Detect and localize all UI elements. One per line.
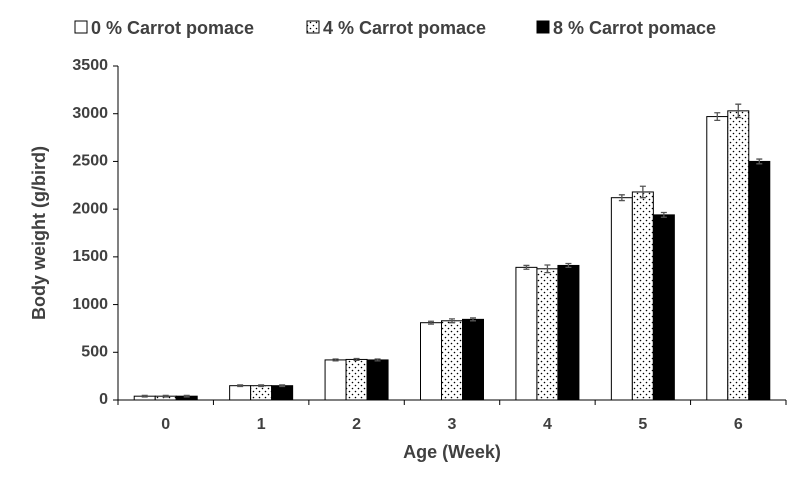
legend-swatch	[536, 20, 550, 34]
error-bar	[618, 194, 625, 202]
error-bar	[141, 394, 148, 398]
bar	[229, 385, 252, 401]
y-tick-label: 1000	[72, 296, 108, 313]
bar	[610, 197, 633, 401]
legend-label: 8 % Carrot pomace	[553, 18, 716, 38]
error-bar	[332, 358, 339, 362]
error-bar	[353, 357, 360, 362]
error-bar	[714, 112, 721, 122]
y-tick-label: 0	[99, 391, 108, 408]
y-tick-label: 3000	[72, 105, 108, 122]
error-bar	[374, 358, 381, 362]
y-axis-label: Body weight (g/bird)	[29, 146, 49, 320]
error-bar	[428, 320, 434, 325]
bar	[441, 320, 463, 401]
error-bar	[183, 394, 190, 398]
error-bar	[756, 158, 763, 165]
error-bar	[470, 317, 476, 322]
x-tick-label: 5	[638, 416, 647, 433]
x-tick-label: 4	[543, 416, 552, 433]
legend-label: 4 % Carrot pomace	[323, 18, 486, 38]
bar	[748, 160, 771, 401]
legend-swatch	[306, 20, 320, 34]
y-tick-label: 1500	[72, 248, 108, 265]
bar	[536, 268, 559, 401]
bar	[420, 322, 442, 401]
x-tick-label: 0	[161, 416, 170, 433]
error-bar	[279, 384, 286, 388]
bar	[557, 264, 580, 401]
bar	[324, 359, 347, 401]
bar	[345, 358, 368, 401]
bar	[515, 266, 538, 401]
bar	[366, 359, 389, 401]
bar	[706, 116, 729, 401]
x-tick-label: 1	[257, 416, 266, 433]
y-tick-label: 2000	[72, 200, 108, 217]
x-tick-label: 3	[448, 416, 457, 433]
error-bar	[523, 264, 530, 270]
x-tick-label: 6	[734, 416, 743, 433]
error-bar	[544, 264, 551, 274]
y-tick-label: 3500	[72, 57, 108, 74]
error-bar	[258, 384, 265, 388]
bar	[631, 191, 654, 401]
bar	[250, 385, 273, 401]
bar	[727, 110, 750, 401]
y-tick-label: 2500	[72, 153, 108, 170]
legend-label: 0 % Carrot pomace	[91, 18, 254, 38]
bar	[271, 385, 294, 401]
y-tick-label: 500	[81, 344, 108, 361]
error-bar	[162, 394, 169, 398]
bar	[652, 214, 675, 401]
error-bar	[660, 211, 667, 218]
x-axis-label: Age (Week)	[403, 442, 501, 462]
error-bar	[237, 384, 244, 388]
error-bar	[639, 185, 646, 199]
bar	[462, 318, 484, 401]
error-bar	[449, 318, 455, 324]
x-tick-label: 2	[352, 416, 361, 433]
error-bar	[735, 103, 742, 119]
error-bar	[565, 262, 572, 269]
legend-swatch	[74, 20, 88, 34]
